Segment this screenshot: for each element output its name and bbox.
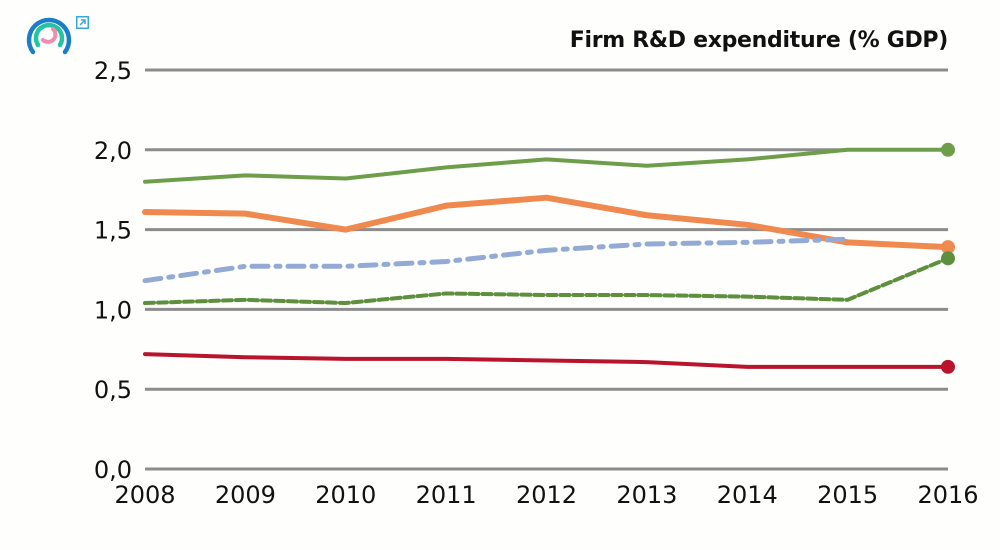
series-orange-point: [941, 240, 955, 255]
series-red-point: [941, 359, 955, 374]
x-tick-label: 2010: [315, 481, 376, 509]
y-tick-label: 0,5: [94, 376, 132, 404]
x-tick-label: 2013: [616, 481, 677, 509]
series-lines: [142, 142, 955, 374]
series-green-dashed-point: [941, 251, 955, 266]
x-tick-label: 2012: [516, 481, 577, 509]
gridlines: [145, 68, 948, 471]
y-axis-ticks: 0,0 0,5 1,0 1,5 2,0 2,5: [94, 57, 132, 484]
y-tick-label: 2,5: [94, 57, 132, 85]
y-tick-label: 1,5: [94, 217, 132, 245]
x-axis-ticks: 2008 2009 2010 2011 2012 2013 2014 2015 2016: [114, 481, 978, 509]
y-tick-label: 1,0: [94, 296, 132, 324]
x-tick-label: 2015: [817, 481, 878, 509]
series-green-solid-point: [941, 142, 955, 157]
y-tick-label: 0,0: [94, 456, 132, 484]
series-green-solid: [143, 147, 950, 184]
y-tick-label: 2,0: [94, 137, 132, 165]
concentric-ring-logo-icon: [26, 17, 72, 55]
x-tick-label: 2016: [917, 481, 978, 509]
x-tick-label: 2011: [416, 481, 477, 509]
x-tick-label: 2014: [717, 481, 778, 509]
x-tick-label: 2008: [114, 481, 175, 509]
series-blue-dashdot: [142, 236, 851, 284]
chart-title: Firm R&D expenditure (% GDP): [569, 28, 949, 53]
external-link-icon[interactable]: [76, 16, 89, 29]
x-tick-label: 2009: [215, 481, 276, 509]
